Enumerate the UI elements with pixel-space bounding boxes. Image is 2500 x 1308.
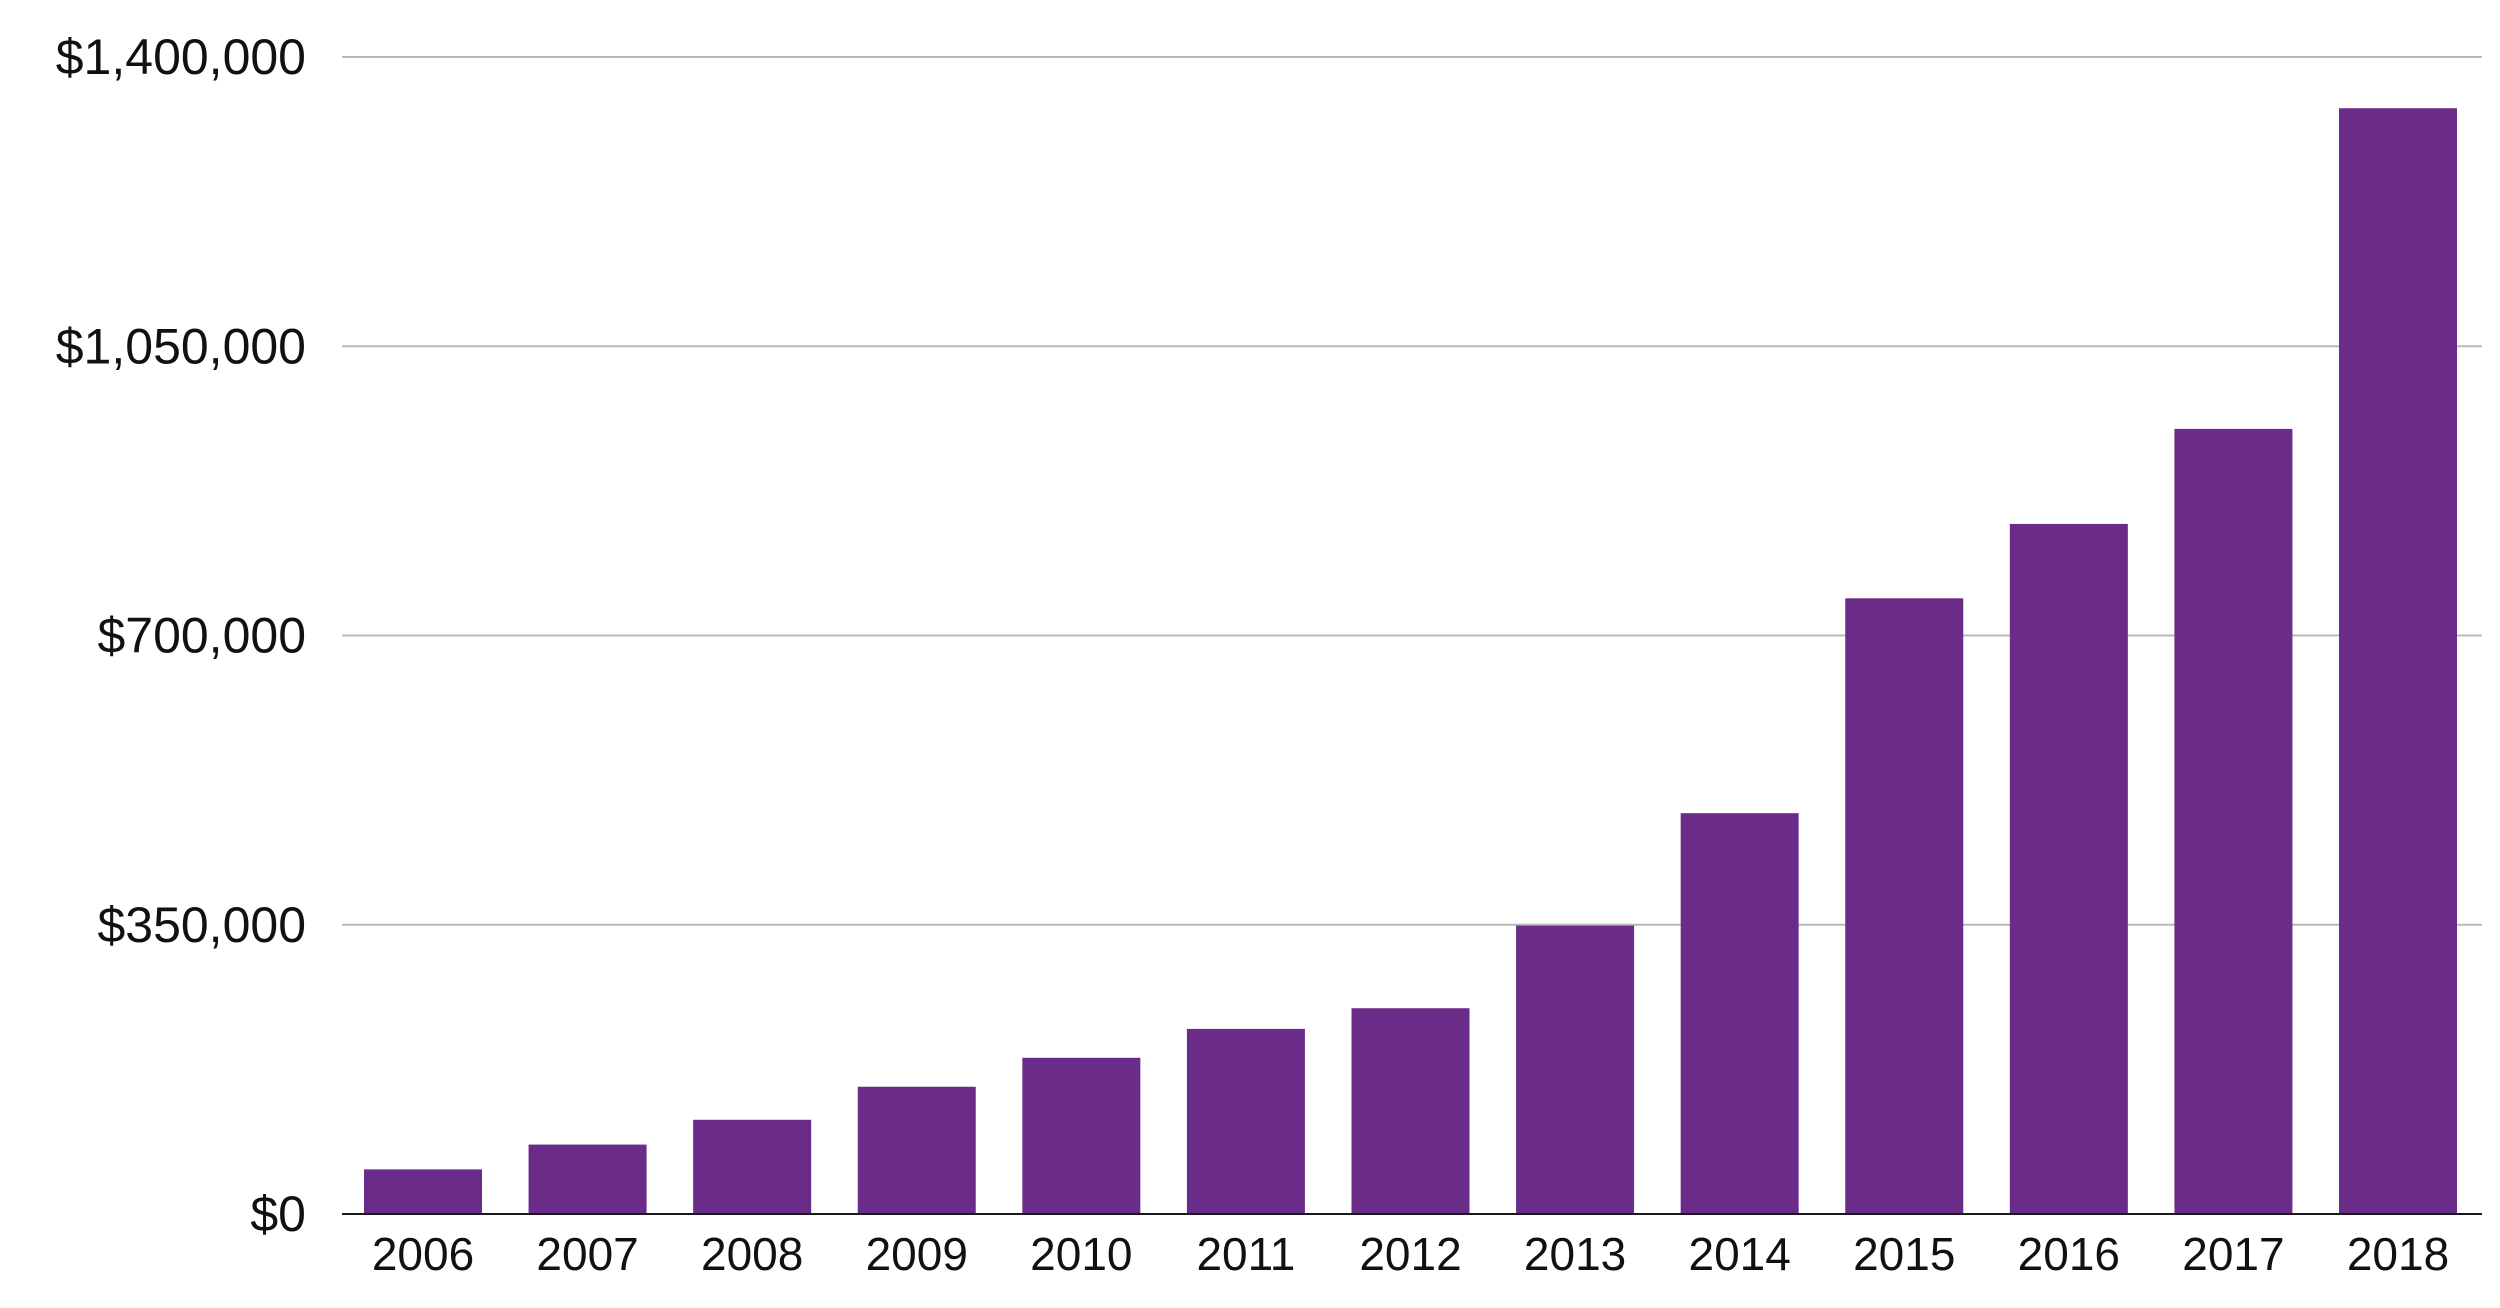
bar-2018 bbox=[2339, 108, 2457, 1215]
y-tick-label: $1,050,000 bbox=[56, 318, 306, 374]
x-tick-label: 2009 bbox=[866, 1228, 968, 1280]
bar-2013 bbox=[1516, 925, 1635, 1214]
y-tick-label: $1,400,000 bbox=[56, 29, 306, 85]
bar-2017 bbox=[2174, 428, 2293, 1215]
bar-2007 bbox=[528, 1144, 647, 1214]
x-tick-label: 2017 bbox=[2182, 1228, 2284, 1280]
bar-2010 bbox=[1022, 1057, 1141, 1214]
bars-layer bbox=[364, 108, 2457, 1215]
grid-layer bbox=[342, 56, 2482, 926]
bar-2015 bbox=[1845, 598, 1964, 1214]
axis-layer: $0 $350,000 $700,000 $1,050,000 $1,400,000 20… bbox=[56, 29, 2482, 1280]
x-tick-label: 2013 bbox=[1524, 1228, 1626, 1280]
y-tick-label: $0 bbox=[250, 1186, 306, 1242]
x-tick-label: 2015 bbox=[1853, 1228, 1955, 1280]
y-tick-label: $350,000 bbox=[97, 897, 306, 953]
bar-2014 bbox=[1680, 813, 1799, 1214]
x-tick-label: 2010 bbox=[1030, 1228, 1132, 1280]
bar-2016 bbox=[2009, 523, 2128, 1214]
bar-2011 bbox=[1186, 1028, 1305, 1214]
bar-2006 bbox=[364, 1169, 482, 1214]
bar-2009 bbox=[857, 1086, 976, 1214]
x-tick-label: 2018 bbox=[2347, 1228, 2449, 1280]
x-tick-label: 2006 bbox=[372, 1228, 474, 1280]
bar-2008 bbox=[693, 1119, 812, 1214]
x-tick-label: 2007 bbox=[536, 1228, 638, 1280]
x-tick-label: 2014 bbox=[1688, 1228, 1790, 1280]
x-tick-label: 2012 bbox=[1359, 1228, 1461, 1280]
x-tick-label: 2011 bbox=[1196, 1228, 1295, 1280]
x-tick-label: 2008 bbox=[701, 1228, 803, 1280]
y-tick-label: $700,000 bbox=[97, 608, 306, 664]
bar-2012 bbox=[1351, 1008, 1470, 1214]
x-tick-label: 2016 bbox=[2018, 1228, 2120, 1280]
